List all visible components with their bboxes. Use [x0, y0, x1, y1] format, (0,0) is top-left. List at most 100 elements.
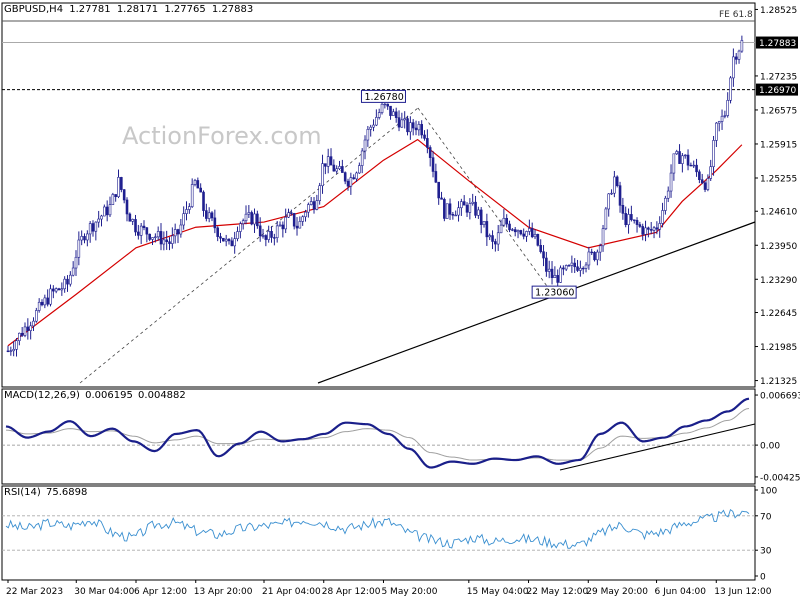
- candle-body: [434, 171, 438, 183]
- candle-body: [383, 103, 387, 106]
- candle-body: [394, 111, 398, 118]
- candle-body: [230, 240, 234, 247]
- candle-body: [210, 212, 214, 219]
- candle-body: [120, 177, 123, 190]
- moving-average-line: [7, 138, 743, 347]
- current-price-tag: [756, 36, 798, 49]
- watermark-text: ActionForex.com: [122, 122, 322, 150]
- level-price-tag: [756, 83, 798, 96]
- candle-body: [71, 267, 75, 276]
- candle-body: [43, 297, 47, 306]
- candle-body: [304, 211, 307, 218]
- candle-body: [598, 245, 602, 253]
- candle-body: [482, 221, 486, 225]
- candle-body: [715, 122, 718, 141]
- rsi-tick-label: 70: [760, 512, 772, 522]
- candle-body: [389, 105, 392, 116]
- candle-body: [530, 228, 534, 238]
- candle-body: [655, 227, 659, 230]
- rsi-tick-label: 100: [760, 487, 777, 497]
- fib-dashed-line: [79, 107, 419, 384]
- candle-body: [703, 182, 707, 190]
- price-annotation-box: [531, 285, 577, 299]
- candle-body: [77, 239, 81, 258]
- candle-body: [454, 214, 457, 217]
- candle-body: [199, 187, 202, 193]
- time-tick-label: 22 Mar 2023: [6, 587, 63, 597]
- candle-body: [621, 205, 625, 214]
- price-annotation-label: 1.26780: [364, 92, 403, 103]
- macd-tick-label: 0.006693: [760, 392, 800, 402]
- price-annotation-label: 1.23060: [535, 288, 574, 299]
- time-tick-label: 28 Apr 12:00: [322, 587, 381, 597]
- candle-body: [176, 229, 180, 235]
- candle-body: [542, 251, 545, 259]
- time-tick-label: 5 May 20:00: [381, 587, 437, 597]
- candle-body: [46, 297, 49, 305]
- candle-body: [372, 124, 375, 128]
- candle-body: [397, 117, 401, 128]
- candle-body: [615, 176, 619, 186]
- candle-body: [83, 236, 86, 241]
- fib-dashed-line: [417, 107, 553, 294]
- candle-body: [264, 235, 268, 240]
- candle-body: [457, 207, 460, 216]
- candle-body: [97, 218, 100, 223]
- candle-body: [377, 112, 381, 118]
- candle-body: [301, 216, 304, 222]
- candle-body: [681, 155, 684, 164]
- candle-body: [80, 236, 83, 241]
- candle-body: [57, 288, 61, 291]
- candle-body: [154, 236, 157, 238]
- candle-body: [511, 229, 514, 231]
- candle-body: [610, 192, 613, 195]
- candle-body: [545, 257, 548, 272]
- time-tick-label: 6 Apr 12:00: [134, 587, 187, 597]
- candle-body: [250, 212, 253, 225]
- macd-trendline: [559, 423, 756, 471]
- candle-body: [740, 40, 744, 52]
- candle-body: [287, 212, 290, 218]
- candle-body: [307, 204, 310, 213]
- candle-body: [205, 210, 208, 219]
- candle-body: [689, 164, 693, 167]
- candle-body: [292, 213, 296, 227]
- candle-body: [360, 150, 364, 166]
- candle-body: [386, 103, 389, 107]
- candle-body: [168, 241, 171, 244]
- price-annotation-box: [360, 89, 406, 103]
- time-tick-label: 30 Mar 04:00: [74, 587, 134, 597]
- candle-body: [122, 189, 126, 201]
- candle-body: [720, 115, 724, 122]
- price-tick-label: 1.24610: [760, 208, 797, 218]
- candle-body: [664, 197, 667, 211]
- rsi-name: RSI(14): [4, 487, 41, 498]
- candle-body: [182, 213, 185, 226]
- candle-body: [732, 56, 735, 79]
- close-value: 1.27883: [211, 4, 254, 15]
- candle-body: [717, 121, 721, 124]
- candle-body: [519, 230, 523, 235]
- candle-body: [20, 332, 24, 336]
- candle-body: [273, 237, 276, 239]
- candle-body: [139, 225, 143, 236]
- candle-body: [613, 176, 616, 194]
- candle-body: [261, 235, 265, 237]
- candle-body: [363, 139, 367, 152]
- candle-body: [474, 201, 477, 216]
- candle-body: [165, 239, 168, 243]
- candle-body: [193, 180, 197, 185]
- candle-body: [488, 235, 491, 238]
- candle-body: [726, 100, 730, 116]
- candle-body: [590, 251, 594, 254]
- candle-body: [567, 265, 571, 267]
- candle-body: [105, 206, 109, 216]
- candle-body: [522, 233, 525, 237]
- candle-body: [692, 164, 696, 167]
- candle-body: [652, 227, 656, 231]
- candle-body: [142, 225, 146, 229]
- price-tick-label: 1.23290: [760, 276, 797, 286]
- candle-body: [661, 210, 664, 224]
- candle-body: [185, 209, 188, 214]
